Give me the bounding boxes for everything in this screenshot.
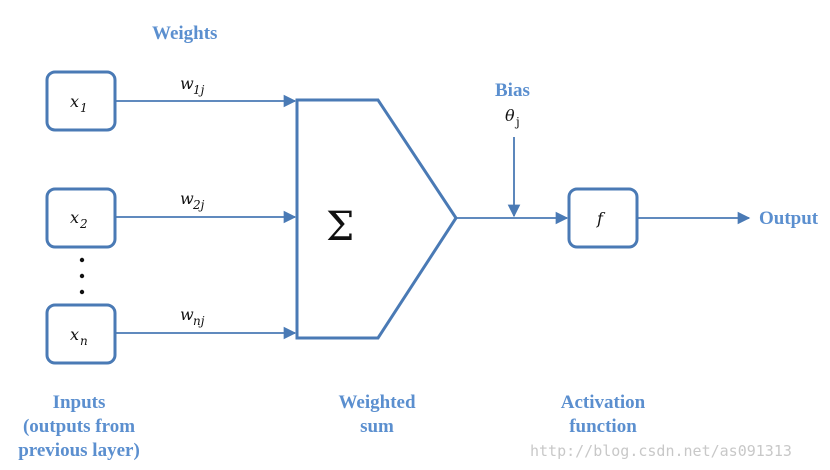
input-node-2: x 2	[45, 187, 117, 249]
activation-symbol: f	[596, 209, 606, 228]
ellipsis-dots	[79, 257, 85, 295]
svg-text:sum: sum	[360, 416, 394, 437]
input-2-var: x	[70, 208, 79, 227]
bias-theta: θ j	[505, 106, 520, 129]
weight-label-2: w 2j	[180, 189, 205, 212]
weight-label-1: w 1j	[180, 74, 205, 97]
input-node-n: x n	[45, 303, 117, 365]
svg-text:Weighted: Weighted	[338, 392, 415, 413]
watermark-text: http://blog.csdn.net/as091313	[530, 442, 792, 460]
svg-text:j: j	[514, 115, 520, 129]
sigma-symbol: Σ	[326, 204, 354, 250]
input-1-sub: 1	[80, 101, 88, 115]
weighted-sum-caption: Weighted sum	[338, 392, 415, 437]
output-label: Output	[759, 208, 819, 229]
svg-text:w: w	[180, 74, 194, 93]
svg-text:w: w	[180, 305, 194, 324]
svg-text:(outputs from: (outputs from	[23, 416, 135, 437]
input-2-sub: 2	[79, 217, 88, 231]
svg-text:θ: θ	[505, 106, 515, 125]
svg-text:nj: nj	[193, 314, 205, 328]
svg-text:Inputs: Inputs	[53, 392, 106, 413]
bias-label: Bias	[495, 80, 530, 101]
svg-text:w: w	[180, 189, 194, 208]
summation-node	[295, 98, 458, 340]
input-n-var: x	[70, 325, 79, 344]
input-node-1: x 1	[45, 70, 117, 132]
input-n-sub: n	[80, 334, 88, 348]
svg-text:Activation: Activation	[561, 392, 646, 413]
weights-heading: Weights	[152, 23, 217, 44]
weight-label-n: w nj	[180, 305, 205, 328]
svg-text:function: function	[569, 416, 637, 437]
svg-text:2j: 2j	[192, 198, 205, 212]
activation-node	[567, 187, 639, 249]
svg-text:1j: 1j	[193, 83, 205, 97]
input-1-var: x	[70, 92, 79, 111]
inputs-caption: Inputs (outputs from previous layer)	[18, 392, 140, 461]
svg-text:previous layer): previous layer)	[18, 440, 140, 461]
activation-caption: Activation function	[561, 392, 646, 437]
